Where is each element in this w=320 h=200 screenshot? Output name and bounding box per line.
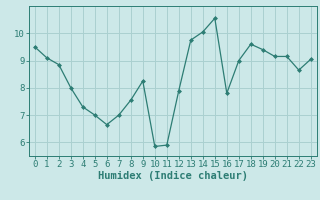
X-axis label: Humidex (Indice chaleur): Humidex (Indice chaleur): [98, 171, 248, 181]
